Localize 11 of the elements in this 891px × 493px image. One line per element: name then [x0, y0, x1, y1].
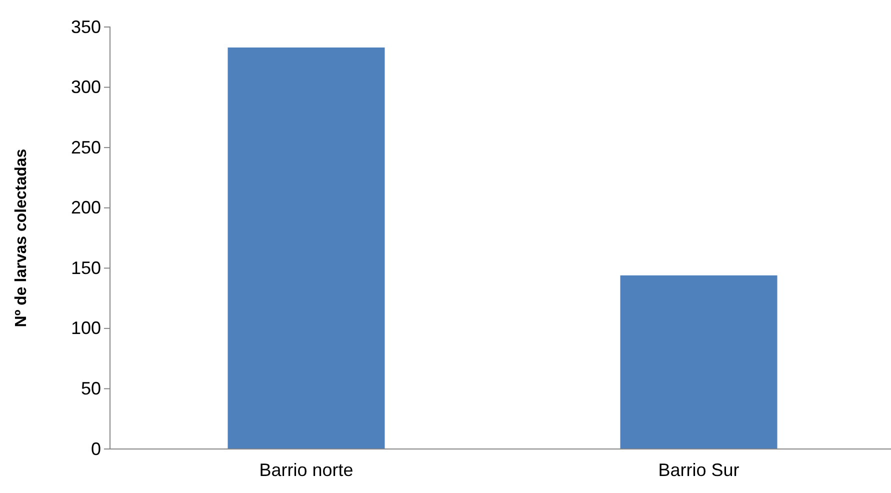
y-tick-label: 350 [70, 16, 101, 37]
y-tick-label: 50 [80, 378, 101, 398]
x-tick-label: Barrio Sur [658, 460, 740, 480]
y-tick-label: 0 [90, 438, 101, 459]
y-tick-label: 100 [70, 318, 101, 338]
y-tick-label: 300 [70, 77, 101, 98]
x-tick-label: Barrio norte [259, 460, 354, 480]
y-tick-label: 200 [70, 198, 101, 218]
y-tick-label: 150 [70, 258, 101, 278]
y-axis-title: Nº de larvas colectadas [13, 148, 30, 328]
y-tick-label: 250 [70, 137, 101, 158]
